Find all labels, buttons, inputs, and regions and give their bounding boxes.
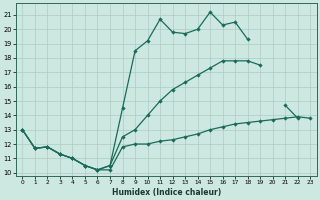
- X-axis label: Humidex (Indice chaleur): Humidex (Indice chaleur): [112, 188, 221, 197]
